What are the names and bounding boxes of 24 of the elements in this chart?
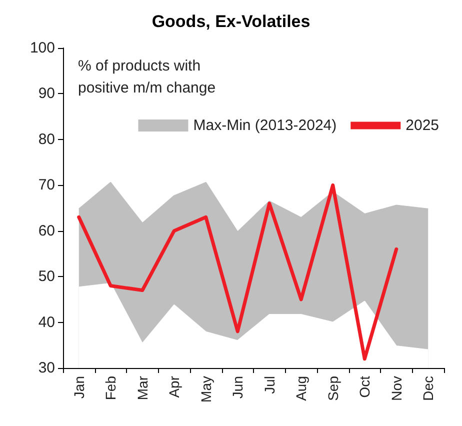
x-tick-label: Sep [324, 376, 341, 401]
x-tick-label: Jul [261, 376, 278, 394]
y-tick-label: 70 [38, 176, 55, 194]
x-tick-label: Aug [293, 376, 310, 401]
y-tick-label: 40 [38, 314, 55, 331]
x-tick-label: Jan [70, 376, 87, 399]
y-tick-label: 80 [38, 130, 55, 148]
y-tick-label: 90 [38, 85, 55, 102]
x-tick-label: Jun [230, 376, 246, 399]
x-tick-label: Apr [166, 376, 182, 398]
y-tick-label: 60 [38, 222, 55, 240]
legend-label: Max-Min (2013-2024) [193, 117, 337, 134]
x-tick-label: Mar [134, 376, 150, 400]
annotation: % of products with positive m/m change [78, 58, 216, 96]
x-tick-label: May [198, 376, 214, 402]
x-tick-label: Oct [356, 376, 373, 398]
chart-title: Goods, Ex-Volatiles [152, 12, 310, 31]
y-tick-label: 30 [38, 360, 55, 376]
x-tick-label: Dec [420, 376, 436, 401]
legend-label: 2025 [406, 117, 440, 134]
x-tick-label: Nov [388, 376, 404, 401]
x-tick-label: Feb [102, 376, 119, 400]
y-tick-label: 50 [38, 268, 55, 286]
y-tick-label: 100 [30, 40, 55, 56]
